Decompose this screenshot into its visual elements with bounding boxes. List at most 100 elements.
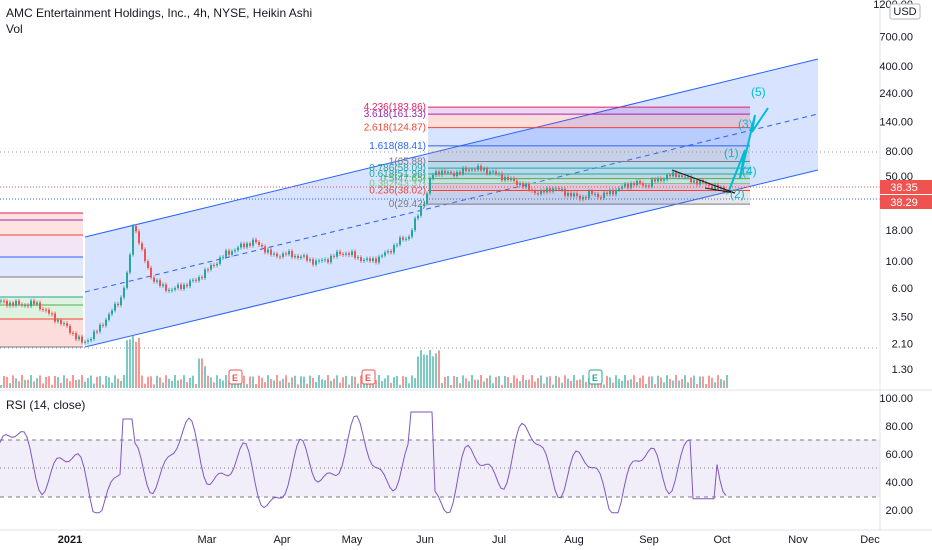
volume-bar [54, 375, 56, 388]
candle-body [276, 253, 278, 257]
candle-body [492, 171, 494, 173]
volume-bar [165, 375, 167, 388]
wave-label-4: (4) [742, 164, 757, 178]
volume-bar [375, 380, 377, 388]
volume-bar [507, 377, 509, 388]
candle-body [453, 173, 455, 177]
candle-body [243, 243, 245, 248]
volume-bar [87, 378, 89, 388]
volume-bar [255, 383, 257, 388]
volume-bar [570, 380, 572, 388]
candle-body [381, 255, 383, 257]
volume-bar [531, 375, 533, 388]
candle-body [123, 287, 125, 298]
candle-body [294, 255, 296, 258]
candle-body [525, 183, 527, 188]
candle-body [72, 332, 74, 334]
earnings-marker-3[interactable]: E [588, 369, 603, 385]
volume-bar [651, 376, 653, 388]
candle-body [126, 272, 128, 288]
candle-body [156, 280, 158, 282]
volume-bar [162, 382, 164, 388]
candle-body [138, 231, 140, 244]
price-tick-label: 18.00 [885, 225, 913, 237]
candle-body [3, 300, 5, 302]
svg-text:USD: USD [893, 6, 916, 18]
volume-bar [213, 382, 215, 388]
candle-body [624, 183, 626, 187]
rsi-axis[interactable]: 100.00 80.00 60.00 40.00 20.00 [879, 393, 913, 517]
volume-bar [648, 376, 650, 388]
candle-body [633, 183, 635, 186]
volume-bar [330, 380, 332, 388]
left-fib-block[interactable] [0, 212, 83, 348]
candle-body [87, 340, 89, 342]
channel-upper-line[interactable] [84, 58, 819, 238]
time-tick-label: Dec [860, 534, 880, 546]
volume-bar [501, 384, 503, 388]
rsi-pane[interactable] [0, 411, 880, 514]
earnings-marker-2[interactable]: E [361, 369, 376, 385]
candle-body [675, 172, 677, 178]
volume-bar [147, 376, 149, 388]
volume-bar [237, 382, 239, 388]
volume-bar [267, 375, 269, 388]
candle-body [414, 218, 416, 231]
candle-body [282, 253, 284, 257]
candle-body [30, 300, 32, 307]
svg-text:E: E [592, 373, 598, 383]
volume-bar [108, 377, 110, 388]
svg-text:E: E [232, 373, 238, 383]
candle-body [504, 176, 506, 181]
fib-band [428, 114, 750, 128]
candle-body [486, 168, 488, 174]
candle-body [651, 179, 653, 187]
candle-body [558, 188, 560, 190]
candle-body [480, 165, 482, 171]
candle-body [105, 319, 107, 326]
volume-bar [309, 375, 311, 388]
earnings-marker-1[interactable]: E [228, 369, 243, 385]
candle-body [522, 183, 524, 188]
candle-body [18, 300, 20, 305]
price-tick-label: 6.00 [892, 283, 913, 295]
volume-bar [264, 382, 266, 388]
candle-body [459, 171, 461, 174]
volume-bar [711, 377, 713, 388]
time-axis[interactable]: 2021 Mar Apr May Jun Jul Aug Sep Oct Nov Dec [58, 534, 881, 546]
candle-body [399, 237, 401, 245]
candle-body [78, 336, 80, 340]
candle-body [171, 289, 173, 291]
volume-bar [453, 376, 455, 388]
volume-bar [36, 378, 38, 388]
volume-bar [84, 381, 86, 388]
elliott-wave[interactable]: (1) (2) (3) (4) (5) [671, 85, 769, 201]
price-pane[interactable]: 4.236(183.86)3.618(161.33) 2.618(124.87) 1… [0, 58, 880, 388]
volume-bar [687, 382, 689, 388]
volume-bar [63, 375, 65, 388]
fib-retracement[interactable] [428, 106, 750, 205]
volume-bar [522, 375, 524, 388]
candle-body [84, 341, 86, 343]
chart-title: AMC Entertainment Holdings, Inc., 4h, NY… [6, 6, 313, 20]
volume-bar [492, 383, 494, 388]
volume-bar [15, 378, 17, 388]
wave-label-2: (2) [730, 187, 745, 201]
fib-band [428, 127, 750, 146]
volume-bar [696, 384, 698, 388]
candle-body [216, 263, 218, 266]
candle-body [450, 171, 452, 174]
candle-body [111, 310, 113, 315]
candle-body [318, 260, 320, 262]
currency-button[interactable]: USD [889, 3, 921, 20]
volume-bar [225, 375, 227, 388]
candle-body [144, 249, 146, 262]
volume-bar [519, 381, 521, 388]
candle-body [408, 236, 410, 239]
volume-bar [417, 356, 419, 388]
volume-bar [93, 383, 95, 388]
channel-lower-line[interactable] [84, 169, 819, 348]
price-tick-label: 80.00 [885, 146, 913, 158]
candle-body [342, 253, 344, 255]
